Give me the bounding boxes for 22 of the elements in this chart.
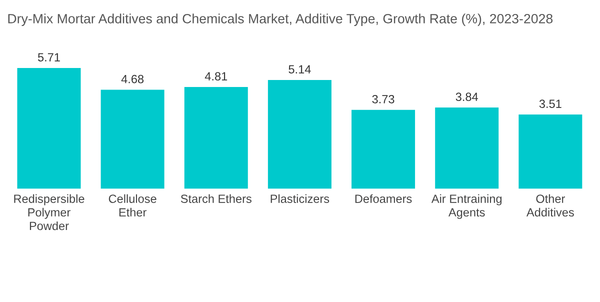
data-label: 5.14 [288,65,311,74]
x-tick-label: Cellulose Ether [108,194,156,217]
chart-title: Dry-Mix Mortar Additives and Chemicals Market, Additive Type, Growth Rate (%), 2023-2028 [8,14,553,26]
bar [184,86,248,189]
x-tick-label: Redispersible Polymer Powder [14,194,84,230]
data-label: 3.51 [539,100,562,108]
data-label: 5.71 [38,53,60,62]
x-tick-label: Other Additives [526,194,574,217]
bar [17,68,81,189]
x-tick-label: Air Entraining Agents [431,194,502,219]
data-label: 4.68 [121,74,144,84]
bar [352,110,416,189]
bar [518,114,582,189]
bar [268,80,332,189]
bar [435,108,499,189]
data-label: 4.81 [204,72,228,80]
data-label: 3.84 [456,92,478,102]
x-tick-label: Plasticizers [270,194,330,203]
x-tick-label: Starch Ethers [180,194,252,203]
bar [100,90,164,189]
data-label: 3.73 [372,94,394,104]
x-tick-label: Defoamers [355,194,412,203]
